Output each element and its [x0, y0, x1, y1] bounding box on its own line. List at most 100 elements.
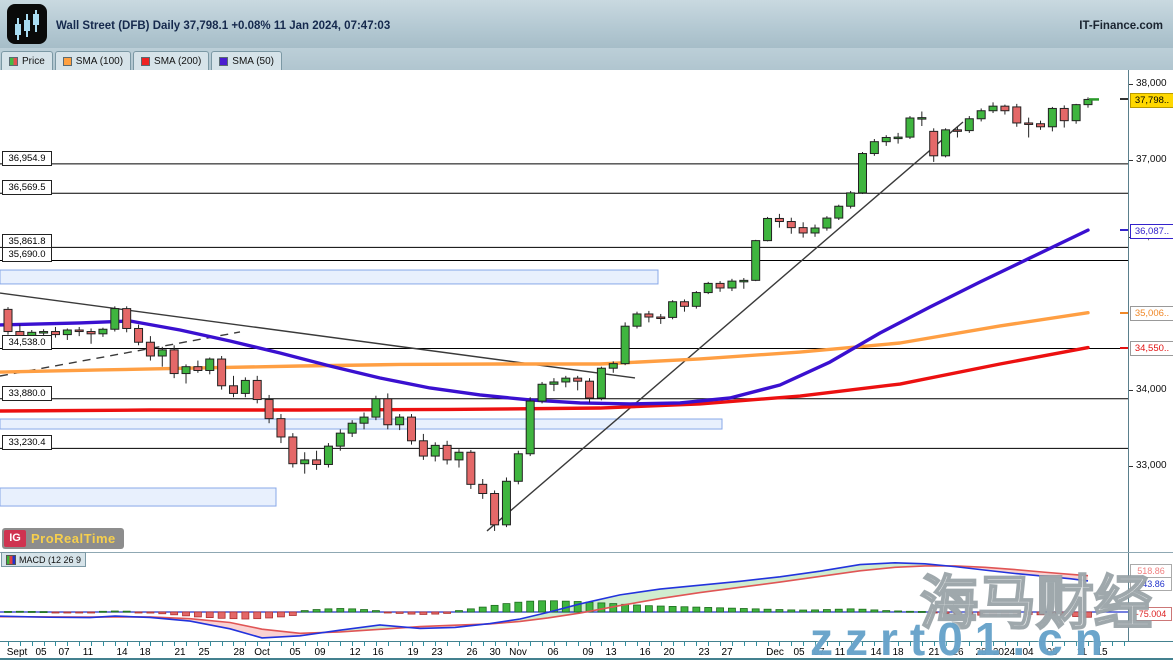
date-tick-label[interactable]: 11 — [834, 647, 846, 658]
date-tick-label[interactable]: 11 — [82, 647, 94, 658]
date-tick-label[interactable]: 30 — [489, 647, 501, 658]
date-tick-label[interactable]: 14 — [870, 647, 882, 658]
date-tick-label[interactable]: 09 — [582, 647, 594, 658]
candle-body — [727, 280, 737, 289]
date-tick-label[interactable]: 27 — [721, 647, 733, 658]
date-minor-tick — [518, 642, 520, 646]
candle-body — [288, 436, 298, 465]
tab-sma-100[interactable]: SMA (100) — [54, 51, 132, 70]
date-tick-label[interactable]: 23 — [698, 647, 710, 658]
tab-price[interactable]: Price — [1, 51, 53, 70]
date-minor-tick — [197, 642, 199, 646]
date-tick-label[interactable]: 18 — [892, 647, 904, 658]
macd-histogram-bar — [846, 608, 855, 613]
date-tick-label[interactable]: 09 — [314, 647, 326, 658]
macd-histogram-bar — [217, 611, 226, 619]
date-tick-label[interactable]: Dec — [766, 647, 784, 658]
macd-histogram-bar — [39, 611, 48, 613]
date-tick-label[interactable]: 20 — [663, 647, 675, 658]
macd-histogram-bar — [193, 611, 202, 618]
date-minor-tick — [933, 642, 935, 646]
candle-body — [608, 363, 618, 369]
tab-sma100-label: SMA (100) — [75, 55, 124, 67]
date-tick-label[interactable]: 16 — [639, 647, 651, 658]
date-tick-label[interactable]: Nov — [509, 647, 527, 658]
date-tick-label[interactable]: 12 — [349, 647, 361, 658]
macd-histogram-bar — [787, 609, 796, 613]
date-tick-label[interactable]: 04 — [1022, 647, 1034, 658]
date-tick-label[interactable]: Sept — [6, 647, 28, 658]
date-minor-tick — [530, 642, 532, 646]
date-tick-label[interactable]: 28 — [233, 647, 245, 658]
date-tick-label[interactable]: 21 — [928, 647, 940, 658]
date-minor-tick — [102, 642, 104, 646]
date-minor-tick — [328, 642, 330, 646]
date-tick-label[interactable]: 15 — [1096, 647, 1108, 658]
date-minor-tick — [375, 642, 377, 646]
date-tick-label[interactable]: 16 — [372, 647, 384, 658]
date-tick-label[interactable]: Oct — [254, 647, 270, 658]
macd-histogram-bar — [336, 608, 345, 613]
date-axis[interactable]: Sept 05 07 11 14 18 21 25 28 Oct 05 09 12 16 19 23 26 30 N… — [0, 641, 1173, 660]
tab-sma-200[interactable]: SMA (200) — [133, 51, 210, 70]
tab-macd-indicator[interactable]: MACD (12 26 9 — [1, 552, 87, 567]
date-tick-label[interactable]: 06 — [547, 647, 559, 658]
date-tick-label[interactable]: 05 — [793, 647, 805, 658]
macd-ribbon — [140, 616, 324, 638]
date-tick-label[interactable]: 08 — [1046, 647, 1058, 658]
watermark-chinese: 海马财经 — [919, 570, 1153, 637]
date-tick-label[interactable]: 26 — [466, 647, 478, 658]
date-minor-tick — [43, 642, 45, 646]
date-tick-label[interactable]: 28 — [975, 647, 987, 658]
candle-body — [988, 105, 998, 112]
tab-sma-50[interactable]: SMA (50) — [211, 51, 282, 70]
candle-body — [478, 483, 488, 495]
candle-body — [169, 349, 179, 375]
candle-body — [822, 217, 832, 229]
candle-body — [264, 399, 274, 420]
instrument-title: Wall Street (DFB) Daily 37,798.1 +0.08% … — [56, 20, 391, 32]
date-minor-tick — [850, 642, 852, 646]
macd-histogram-bar — [51, 611, 60, 614]
candle-body — [585, 380, 595, 399]
date-minor-tick — [672, 642, 674, 646]
date-minor-tick — [613, 642, 615, 646]
date-minor-tick — [411, 642, 413, 646]
date-tick-label[interactable]: 26 — [952, 647, 964, 658]
candle-body — [74, 329, 84, 333]
date-tick-label[interactable]: 21 — [174, 647, 186, 658]
date-tick-label[interactable]: 14 — [116, 647, 128, 658]
macd-histogram-bar — [965, 611, 974, 616]
date-tick-label[interactable]: 23 — [431, 647, 443, 658]
prorealtime-badge[interactable]: IG ProRealTime — [2, 528, 124, 549]
date-tick-label[interactable]: 07 — [813, 647, 825, 658]
candle-body — [300, 459, 310, 465]
candle-body — [157, 349, 167, 357]
candle-body — [964, 118, 974, 132]
date-tick-label[interactable]: 18 — [139, 647, 151, 658]
candle-body — [501, 480, 511, 526]
date-minor-tick — [791, 642, 793, 646]
macd-histogram-bar — [550, 600, 558, 613]
date-minor-tick — [435, 642, 437, 646]
price-series-icon — [9, 56, 18, 66]
date-minor-tick — [79, 642, 81, 646]
date-tick-label[interactable]: 05 — [289, 647, 301, 658]
highlight-band — [0, 487, 277, 507]
candle-body — [27, 331, 37, 337]
macd-histogram-bar — [799, 609, 808, 613]
date-tick-label[interactable]: 13 — [605, 647, 617, 658]
macd-tab-label: MACD (12 26 9 — [19, 554, 82, 565]
date-tick-label[interactable]: 19 — [407, 647, 419, 658]
date-tick-label[interactable]: 2024 — [992, 647, 1016, 658]
date-minor-tick — [55, 642, 57, 646]
date-minor-tick — [1076, 642, 1078, 646]
date-tick-label[interactable]: 07 — [58, 647, 70, 658]
date-tick-label[interactable]: 11 — [1076, 647, 1088, 658]
title-bar: Wall Street (DFB) Daily 37,798.1 +0.08% … — [0, 0, 1173, 49]
date-tick-label[interactable]: 25 — [198, 647, 210, 658]
macd-histogram-bar — [1084, 611, 1092, 618]
candle-body — [39, 331, 49, 334]
date-tick-label[interactable]: 05 — [35, 647, 47, 658]
